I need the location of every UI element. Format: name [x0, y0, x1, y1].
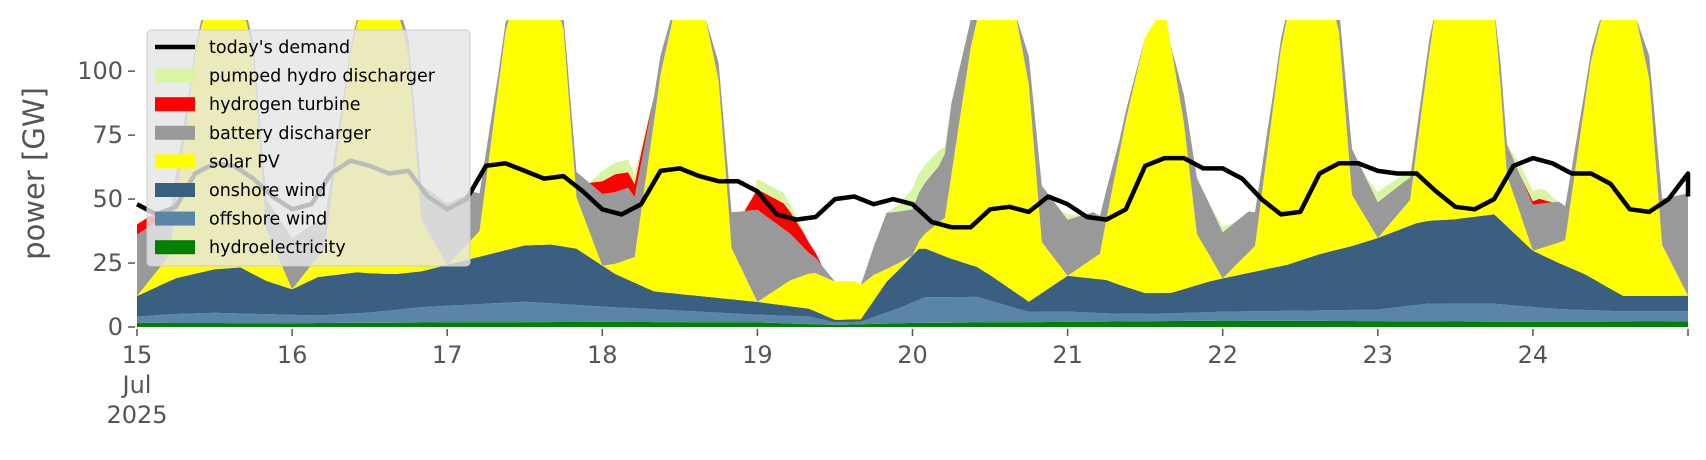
legend-label: offshore wind [209, 210, 327, 230]
area-offshore-wind [137, 296, 1688, 325]
legend-label: hydroelectricity [209, 238, 346, 258]
legend-label: hydrogen turbine [209, 95, 361, 115]
area-onshore-wind [137, 214, 1688, 323]
legend: today's demand pumped hydro discharger hyd… [146, 29, 471, 267]
area-battery-discharger [137, 20, 1688, 302]
x-tick-label: 15 [122, 341, 153, 369]
legend-label: pumped hydro discharger [209, 67, 436, 87]
legend-swatch [155, 240, 195, 255]
y-tick-label: 75 [92, 121, 123, 149]
x-tick-label: 23 [1363, 341, 1394, 369]
y-tick-label: 50 [92, 185, 123, 213]
x-tick-label: 16 [277, 341, 308, 369]
legend-label: onshore wind [209, 181, 326, 201]
legend-swatch [155, 68, 195, 83]
stacked-area-layer [137, 20, 1688, 327]
legend-swatch [155, 154, 195, 169]
legend-label: today's demand [209, 38, 350, 58]
x-tick-label: 17 [432, 341, 463, 369]
legend-swatch [155, 211, 195, 226]
y-axis: 0 25 50 75 100 [77, 57, 135, 341]
legend-swatch [155, 183, 195, 197]
y-tick-label: 25 [92, 249, 123, 277]
area-hydroelectricity [137, 320, 1688, 327]
legend-box [146, 29, 471, 267]
y-tick-label: 0 [108, 313, 123, 341]
x-tick-label: 19 [742, 341, 773, 369]
x-tick-label: 21 [1052, 341, 1083, 369]
x-tick-label: 22 [1207, 341, 1238, 369]
legend-swatch [155, 97, 195, 112]
x-tick-label: 2025 [106, 401, 167, 429]
y-tick-label: 100 [77, 57, 123, 85]
x-tick-label: 18 [587, 341, 618, 369]
legend-label: battery discharger [209, 124, 372, 144]
legend-swatch [155, 125, 195, 140]
x-tick-label: 20 [897, 341, 928, 369]
x-tick-label: 24 [1518, 341, 1549, 369]
area-solar-pv [137, 20, 1688, 320]
legend-label: solar PV [209, 152, 280, 172]
y-axis-label: power [GW] [17, 87, 51, 260]
x-tick-label: Jul [121, 371, 152, 399]
